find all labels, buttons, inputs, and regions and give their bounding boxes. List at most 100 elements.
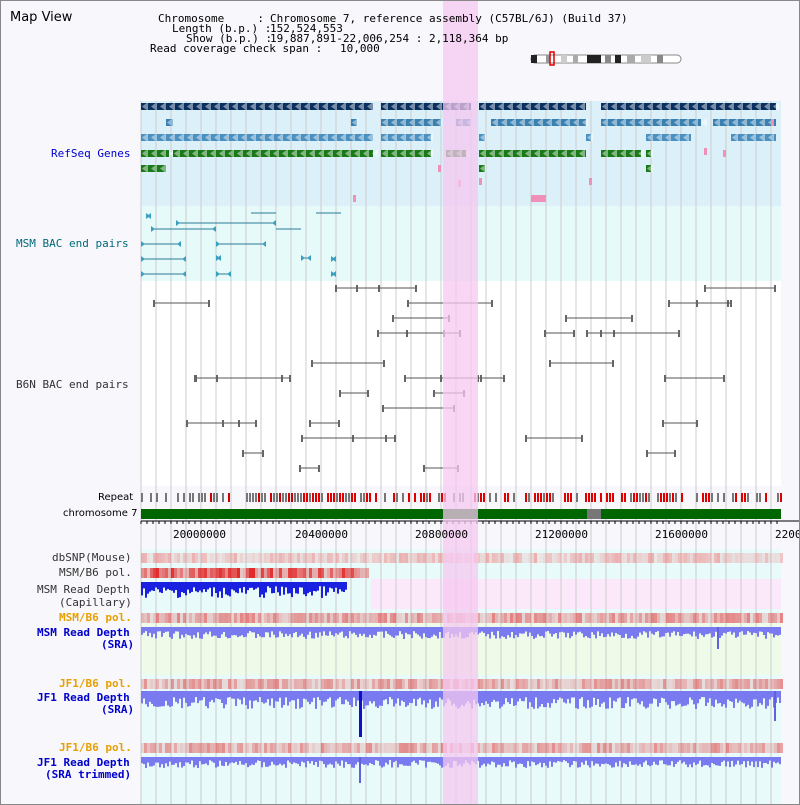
msm-bac-end-pairs-label[interactable]: MSM BAC end pairs [16,237,129,250]
polymorphism-heat [702,553,705,563]
refseq-genes-label[interactable]: RefSeq Genes [51,147,131,160]
msm-b6-pol-sra-label[interactable]: MSM/B6 pol. [59,611,132,624]
axis-tick-label: 21600000 [655,528,708,541]
read-depth-bar [419,691,421,698]
polymorphism-heat [285,553,288,563]
polymorphism-heat [264,568,267,578]
read-depth-bar [487,757,489,764]
read-depth-bar [729,757,731,768]
read-depth-bar [485,627,487,637]
dbsnp-label[interactable]: dbSNP(Mouse) [52,551,132,564]
repeat-element [513,493,515,502]
polymorphism-heat [690,613,693,623]
polymorphism-heat [306,679,309,689]
map-view-title: Map View [10,10,73,25]
jf1-b6-pol-label[interactable]: JF1/B6 pol. [59,677,132,690]
gene-strand-arrow [196,102,202,111]
repeat-element [600,493,602,502]
polymorphism-heat [726,679,729,689]
msm-read-depth-capillary-label[interactable]: MSM Read Depth [37,583,130,596]
polymorphism-heat [240,568,243,578]
repeat-element [438,493,440,502]
read-depth-bar [245,582,247,594]
read-depth-bar [571,627,573,637]
polymorphism-heat [432,743,435,753]
repeat-element [735,493,737,502]
read-depth-bar [695,691,697,709]
polymorphism-heat [408,743,411,753]
polymorphism-heat [363,613,366,623]
read-depth-bar [631,691,633,700]
repeat-element [537,493,539,502]
gene-strand-arrow [264,149,270,158]
repeat-element [546,493,548,502]
read-depth-bar [325,691,327,702]
polymorphism-heat [576,743,579,753]
read-depth-bar [165,627,167,632]
polymorphism-heat [627,743,630,753]
b6n-bac-end [573,330,575,337]
gene-strand-arrow [620,149,626,158]
read-depth-bar [173,627,175,634]
read-depth-bar [591,691,593,707]
read-depth-bar [283,757,285,765]
polymorphism-heat [549,679,552,689]
read-depth-bar [341,691,343,705]
polymorphism-heat [390,553,393,563]
read-depth-bar [331,691,333,708]
read-depth-bar [167,757,169,767]
polymorphism-heat [192,679,195,689]
gene-strand-arrow [286,102,292,111]
gene-strand-arrow [492,118,498,127]
polymorphism-heat [255,568,258,578]
read-depth-bar [629,757,631,762]
gene-strand-arrow [304,102,310,111]
read-depth-bar [223,691,225,709]
gene-strand-arrow [755,102,761,111]
polymorphism-heat [711,553,714,563]
read-depth-bar [273,582,275,593]
polymorphism-heat [741,613,744,623]
polymorphism-heat [780,679,783,689]
jf1-read-depth-trimmed-label[interactable]: JF1 Read Depth [37,756,130,769]
read-depth-bar [361,757,363,764]
polymorphism-heat [429,613,432,623]
polymorphism-heat [531,553,534,563]
read-depth-bar [171,627,173,639]
jf1-b6-pol-trimmed-label[interactable]: JF1/B6 pol. [59,741,132,754]
read-depth-bar [775,627,777,635]
polymorphism-heat [408,679,411,689]
read-depth-bar [275,757,277,766]
read-depth-bar [199,757,201,762]
msm-read-depth-sra-label[interactable]: MSM Read Depth [37,626,130,639]
polymorphism-heat [309,613,312,623]
polymorphism-heat [318,553,321,563]
read-depth-bar [297,627,299,638]
polymorphism-heat [684,743,687,753]
polymorphism-heat [510,743,513,753]
read-depth-bar [165,691,167,701]
read-depth-bar [293,627,295,633]
read-depth-bar [263,691,265,704]
polymorphism-heat [165,679,168,689]
read-depth-bar [227,582,229,596]
read-depth-bar [719,691,721,703]
read-depth-bar [597,757,599,764]
read-depth-bar [393,691,395,707]
read-depth-bar [485,757,487,767]
read-depth-bar [531,757,533,762]
read-depth-bar [733,757,735,767]
msm-b6-pol-label[interactable]: MSM/B6 pol. [59,566,132,579]
gene-strand-arrow [561,102,567,111]
b6n-bac-end-pairs-label[interactable]: B6N BAC end pairs [16,378,129,391]
polymorphism-heat [342,679,345,689]
jf1-read-depth-sra-label[interactable]: JF1 Read Depth [37,691,130,704]
read-depth-bar [147,627,149,637]
read-depth-bar [745,757,747,768]
read-depth-bar [677,757,679,762]
polymorphism-heat [666,743,669,753]
polymorphism-heat [363,743,366,753]
read-depth-bar [573,757,575,761]
read-depth-bar [761,757,763,768]
